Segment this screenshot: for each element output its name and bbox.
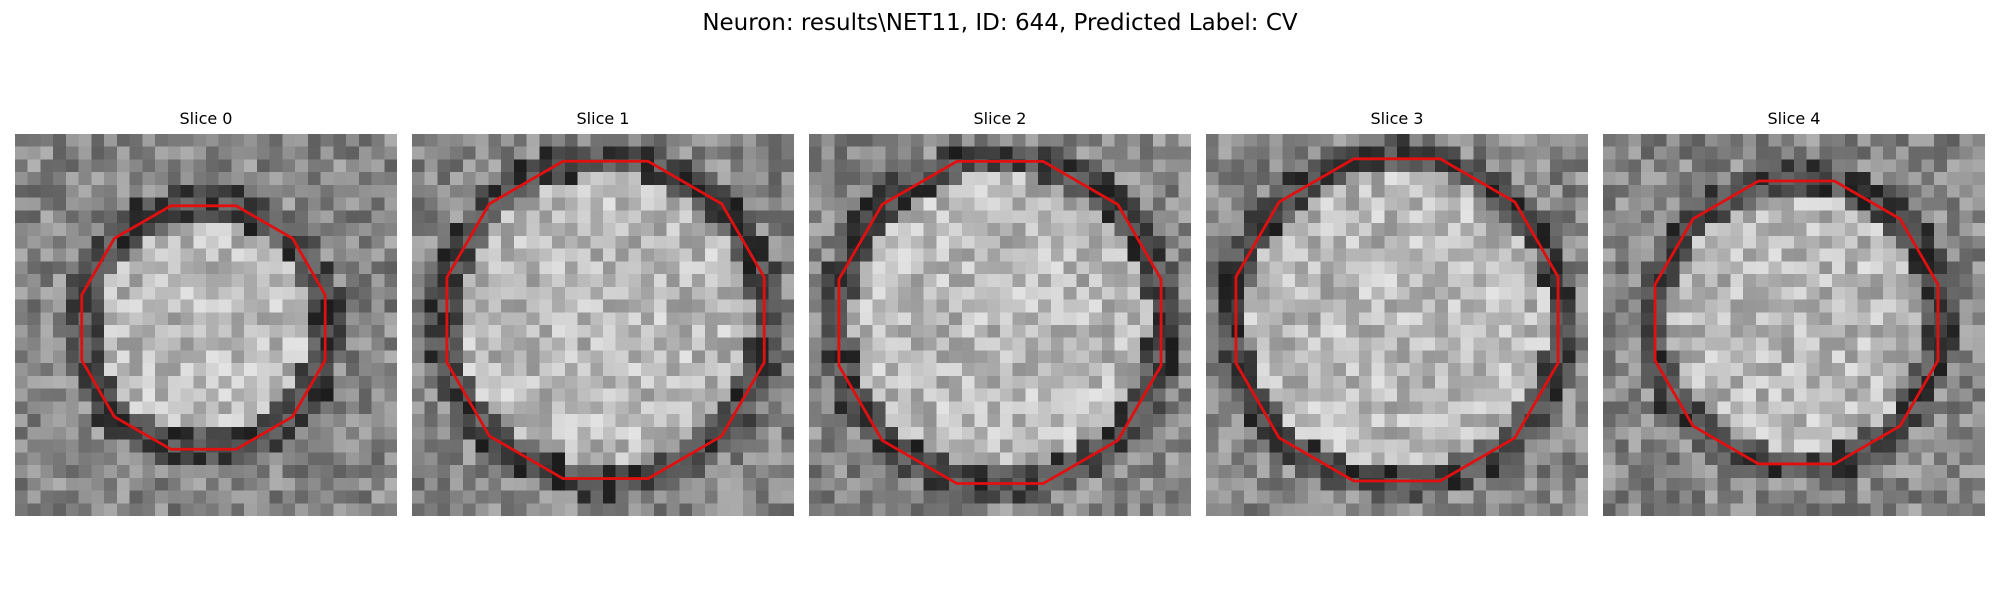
slice-panel-3: Slice 3 — [1206, 108, 1588, 516]
slice-image-1 — [412, 134, 794, 516]
slice-image-3 — [1206, 134, 1588, 516]
slice-image-2 — [809, 134, 1191, 516]
slice-panel-1: Slice 1 — [412, 108, 794, 516]
slice-image-0 — [15, 134, 397, 516]
slice-panel-2: Slice 2 — [809, 108, 1191, 516]
slice-title-4: Slice 4 — [1767, 109, 1821, 128]
slice-title-1: Slice 1 — [576, 109, 630, 128]
figure-title: Neuron: results\NET11, ID: 644, Predicte… — [702, 10, 1298, 36]
slice-title-3: Slice 3 — [1370, 109, 1424, 128]
contour-overlay-4 — [1653, 179, 1940, 466]
cell-contour-3 — [1234, 157, 1560, 483]
slice-image-4 — [1603, 134, 1985, 516]
contour-overlay-3 — [1234, 157, 1560, 483]
contour-overlay-1 — [445, 159, 766, 480]
cell-contour-4 — [1653, 179, 1940, 466]
cell-contour-2 — [837, 159, 1163, 485]
slice-panel-4: Slice 4 — [1603, 108, 1985, 516]
cell-contour-0 — [80, 204, 327, 451]
contour-overlay-0 — [80, 204, 327, 451]
contour-overlay-2 — [837, 159, 1163, 485]
slice-title-2: Slice 2 — [973, 109, 1027, 128]
slice-title-0: Slice 0 — [179, 109, 233, 128]
cell-contour-1 — [445, 159, 766, 480]
slice-panel-0: Slice 0 — [15, 108, 397, 516]
